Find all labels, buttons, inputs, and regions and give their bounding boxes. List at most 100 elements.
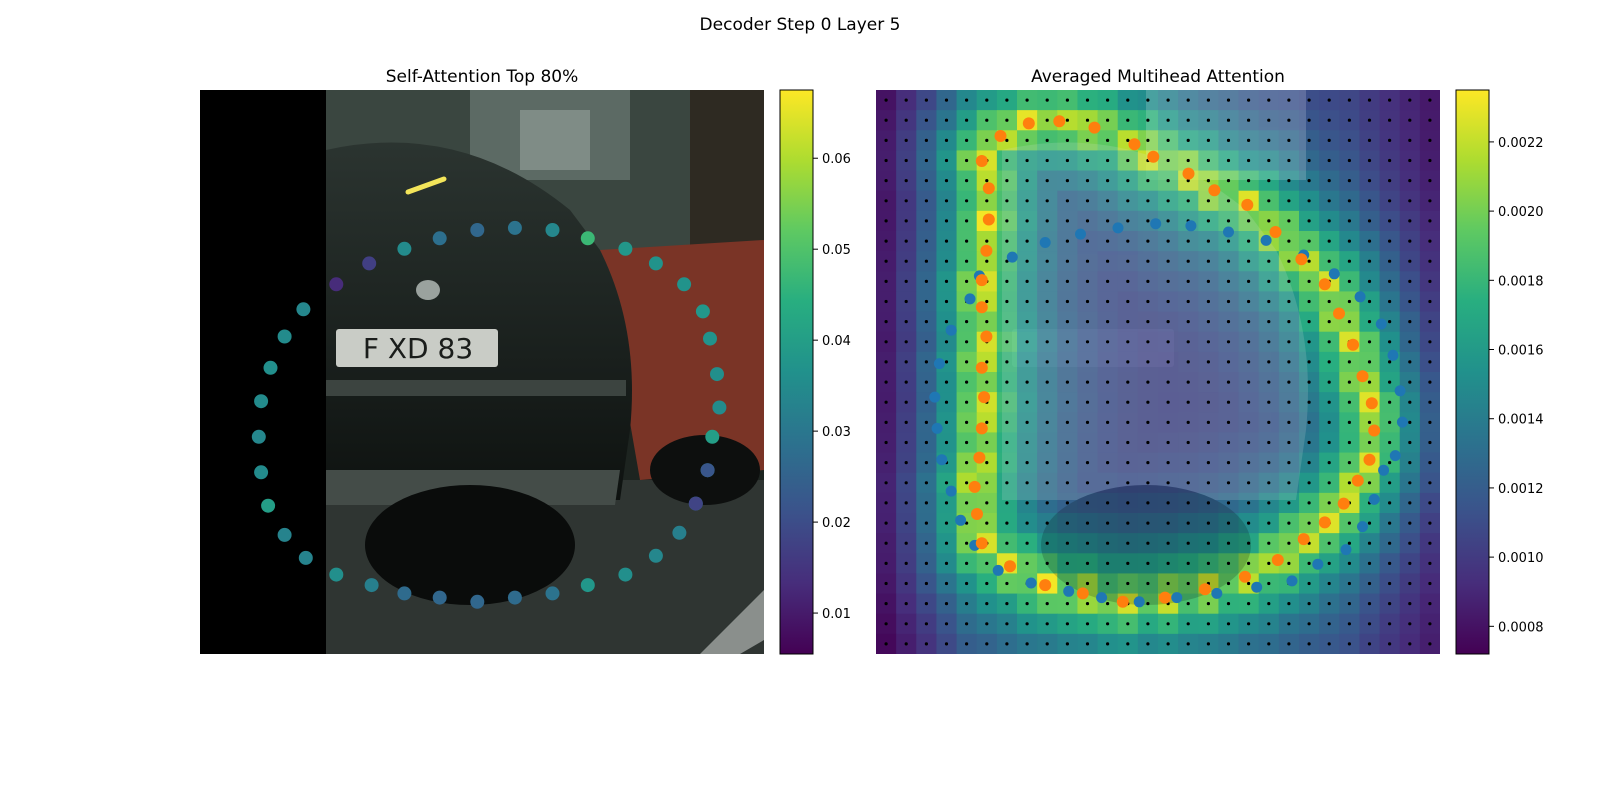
panel2-grid-dot [1126,199,1130,203]
panel2-grid-dot [1206,360,1210,364]
panel2-point-orange [994,130,1007,142]
panel2-grid-dot [1367,602,1372,606]
panel2-grid-dot [1408,98,1412,102]
panel2-grid-dot [1186,98,1190,102]
panel2-grid-dot [1428,602,1432,606]
panel2-grid-dot [1186,340,1190,344]
panel2-grid-dot [924,239,929,243]
panel2-grid-dot [1388,279,1392,283]
panel2-grid-dot [1186,602,1190,606]
panel2-grid-dot [1408,541,1412,545]
panel2-grid-dot [1106,501,1110,505]
panel2-grid-dot [1045,98,1049,102]
panel2-axes [876,90,1440,654]
panel2-grid-dot [1267,501,1271,505]
panel2-grid-dot [1287,400,1291,404]
panel2-grid-dot [1267,219,1271,223]
panel2-grid-dot [1287,320,1291,324]
panel1-point [362,256,377,271]
panel2-point-orange [1297,533,1310,546]
panel2-grid-dot [1388,561,1392,566]
panel1-point [695,304,710,319]
panel1-point [432,231,447,246]
panel2-grid-dot [1247,561,1251,566]
panel2-grid-dot [1106,219,1110,223]
panel2-grid-dot [1428,400,1432,404]
panel2-grid-dot [965,118,969,122]
panel2-grid-dot [1085,320,1090,324]
panel2-grid-dot [985,521,989,525]
panel2-grid-dot [1428,98,1432,102]
panel2-grid-dot [965,279,969,283]
panel2-grid-dot [1126,380,1130,384]
panel2-grid-dot [944,561,949,566]
panel2-grid-dot [1106,622,1110,626]
panel2-grid-dot [1367,320,1372,324]
panel2-point-blue [1312,558,1324,570]
panel2-point-blue [1368,493,1380,505]
panel2-grid-dot [1045,299,1049,304]
panel2-grid-dot [944,581,949,586]
panel2-grid-dot [985,420,989,424]
panel2-grid-dot [1186,642,1190,646]
panel2-grid-dot [1126,179,1130,183]
panel2-grid-dot [1166,521,1170,525]
panel2-grid-dot [1428,320,1432,324]
panel2-point-orange [971,508,983,520]
panel2-grid-dot [1146,622,1150,626]
panel2-grid-dot [985,501,989,505]
panel2-grid-dot [1025,279,1029,283]
panel2-point-blue [1211,587,1223,599]
panel2-point-orange [975,301,988,314]
panel2-grid-dot [965,199,969,203]
panel2-grid-dot [884,179,888,183]
panel2-grid-dot [1327,158,1331,163]
panel2-grid-dot [1388,219,1392,223]
panel2-grid-dot [1045,380,1049,384]
panel2-grid-dot [1065,299,1069,304]
panel2-grid-dot [1408,179,1412,183]
panel1-colorbar-ticks: 0.01 0.02 0.03 0.04 0.05 0.06 [813,152,851,622]
panel2-grid-dot [1206,179,1210,183]
panel2-grid-dot [1287,501,1291,505]
panel2-grid-dot [1408,440,1412,445]
panel2-point-blue [1387,349,1399,361]
panel2-grid-dot [904,279,908,283]
panel2-grid-dot [1085,400,1090,404]
panel2-grid-dot [944,602,949,606]
panel2-grid-dot [1388,400,1392,404]
panel2-grid-dot [944,380,949,384]
panel2-grid-dot [1206,158,1210,163]
panel2-grid-dot [924,179,929,183]
panel2-grid-dot [1005,481,1009,485]
panel2-grid-dot [1388,179,1392,183]
panel2-grid-dot [1106,320,1110,324]
panel2-grid-dot [1186,138,1190,142]
panel2-grid-dot [1347,561,1351,566]
panel2-grid-dot [1327,199,1331,203]
panel2-grid-dot [1347,239,1351,243]
panel2-grid-dot [1367,299,1372,304]
panel2-grid-dot [985,602,989,606]
panel2-grid-dot [1307,118,1311,122]
panel2-grid-dot [1287,622,1291,626]
panel2-point-orange [1239,570,1251,583]
panel2-grid-dot [1327,642,1331,646]
panel2-grid-dot [1367,98,1372,102]
panel2-grid-dot [1166,179,1170,183]
panel2-grid-dot [1347,138,1351,142]
panel2-grid-dot [1146,501,1150,505]
panel2-grid-dot [1005,400,1009,404]
panel2-grid-dot [1045,461,1049,465]
panel2-grid-dot [1025,340,1029,344]
panel2-grid-dot [924,158,929,163]
panel2-grid-dot [1085,521,1090,525]
panel2-grid-dot [1206,98,1210,102]
panel2-grid-dot [1146,581,1150,586]
panel2-grid-dot [1206,279,1210,283]
panel2-grid-dot [1367,622,1372,626]
panel1-point [254,394,269,409]
panel2-grid-dot [1408,561,1412,566]
panel2-grid-dot [1146,461,1150,465]
